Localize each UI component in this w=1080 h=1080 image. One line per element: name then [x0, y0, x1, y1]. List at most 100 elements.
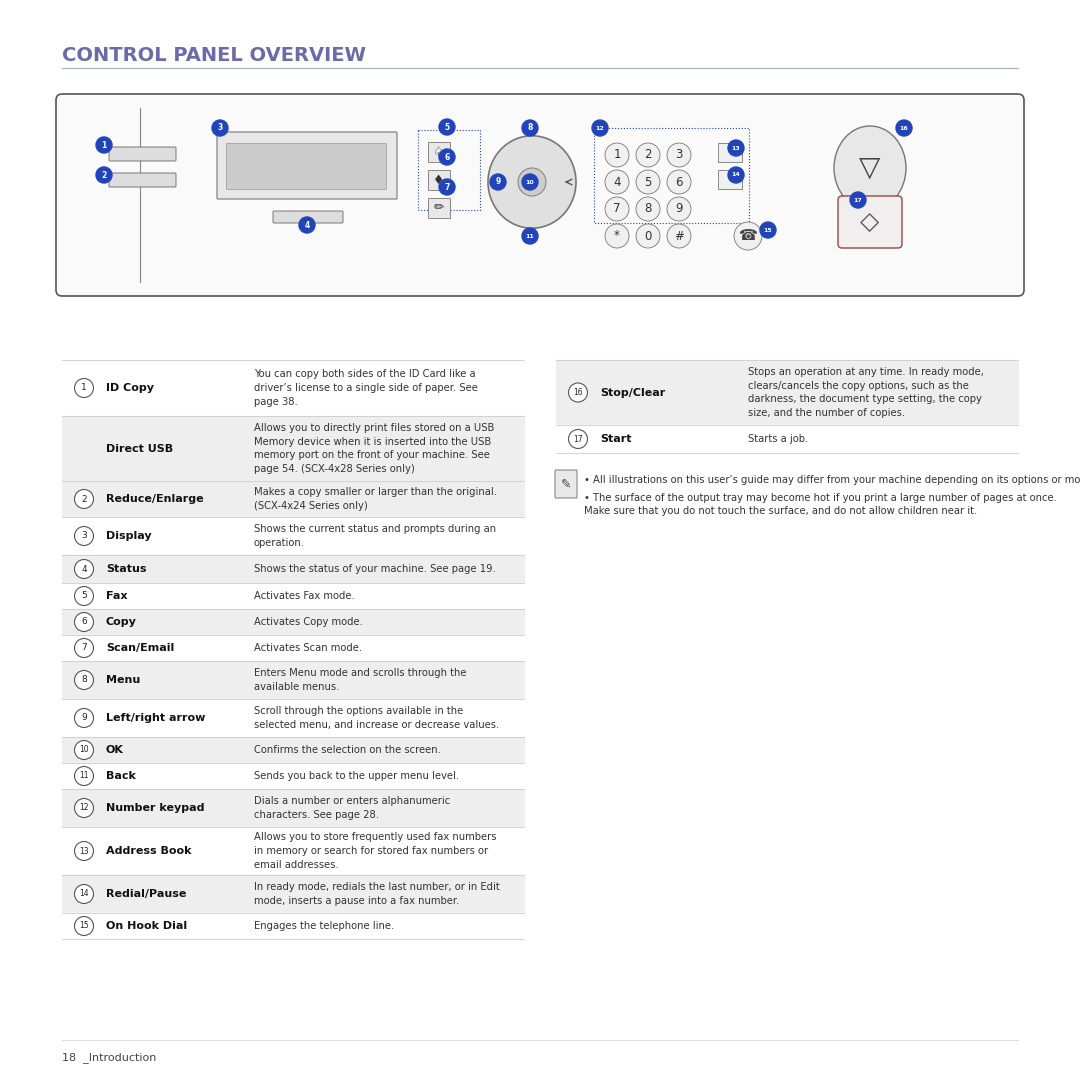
Text: 5: 5 — [81, 592, 86, 600]
Text: 7: 7 — [444, 183, 449, 191]
Circle shape — [438, 119, 455, 135]
Circle shape — [518, 168, 546, 195]
Circle shape — [636, 224, 660, 248]
Circle shape — [75, 767, 94, 785]
Bar — [428, 198, 450, 218]
Bar — [62, 737, 524, 762]
Circle shape — [636, 143, 660, 167]
Bar — [62, 789, 524, 827]
Text: Confirms the selection on the screen.: Confirms the selection on the screen. — [254, 745, 441, 755]
Circle shape — [734, 222, 762, 249]
Bar — [62, 635, 524, 661]
Text: In ready mode, redials the last number, or in Edit
mode, inserts a pause into a : In ready mode, redials the last number, … — [254, 882, 500, 906]
Text: 3: 3 — [217, 123, 222, 133]
Circle shape — [592, 120, 608, 136]
Text: 2: 2 — [81, 495, 86, 503]
Circle shape — [522, 120, 538, 136]
Bar — [718, 143, 742, 162]
Circle shape — [605, 170, 629, 194]
Text: Reduce/Enlarge: Reduce/Enlarge — [106, 494, 204, 504]
Text: OK: OK — [106, 745, 124, 755]
Circle shape — [75, 559, 94, 579]
Text: 9: 9 — [675, 203, 683, 216]
Circle shape — [568, 430, 588, 448]
FancyBboxPatch shape — [109, 173, 176, 187]
Text: 2: 2 — [645, 148, 651, 162]
Text: On Hook Dial: On Hook Dial — [106, 921, 187, 931]
Circle shape — [212, 120, 228, 136]
Circle shape — [667, 224, 691, 248]
Text: 16: 16 — [573, 388, 583, 397]
Text: Scan/Email: Scan/Email — [106, 643, 174, 653]
Text: Redial/Pause: Redial/Pause — [106, 889, 187, 899]
Text: 3: 3 — [81, 531, 86, 540]
Bar — [62, 583, 524, 609]
Text: Makes a copy smaller or larger than the original.
(SCX-4x24 Series only): Makes a copy smaller or larger than the … — [254, 487, 497, 511]
Text: CONTROL PANEL OVERVIEW: CONTROL PANEL OVERVIEW — [62, 46, 366, 65]
Text: ♤: ♤ — [433, 146, 445, 159]
Text: Address Book: Address Book — [106, 846, 191, 856]
Bar — [62, 360, 524, 416]
Circle shape — [75, 586, 94, 606]
Text: 0: 0 — [645, 230, 651, 243]
Circle shape — [75, 741, 94, 759]
Text: #: # — [674, 230, 684, 243]
Bar — [226, 143, 386, 189]
Text: 15: 15 — [79, 921, 89, 931]
Text: ◇: ◇ — [861, 210, 879, 234]
Text: 17: 17 — [853, 198, 862, 203]
Bar — [594, 129, 750, 222]
Bar — [62, 661, 524, 699]
Text: You can copy both sides of the ID Card like a
driver’s license to a single side : You can copy both sides of the ID Card l… — [254, 369, 477, 406]
Text: 8: 8 — [645, 203, 651, 216]
Circle shape — [728, 140, 744, 156]
Text: 8: 8 — [527, 123, 532, 133]
FancyBboxPatch shape — [217, 132, 397, 199]
Text: Shows the status of your machine. See page 19.: Shows the status of your machine. See pa… — [254, 564, 496, 573]
Circle shape — [760, 222, 777, 238]
Text: 6: 6 — [444, 152, 449, 162]
Text: 7: 7 — [81, 644, 86, 652]
Text: 16: 16 — [900, 125, 908, 131]
Circle shape — [96, 137, 112, 153]
FancyBboxPatch shape — [555, 470, 577, 498]
Text: Enters Menu mode and scrolls through the
available menus.: Enters Menu mode and scrolls through the… — [254, 669, 467, 692]
Text: Sends you back to the upper menu level.: Sends you back to the upper menu level. — [254, 771, 459, 781]
Text: 7: 7 — [613, 203, 621, 216]
Text: ☎: ☎ — [739, 229, 757, 243]
Text: 14: 14 — [731, 173, 741, 177]
Ellipse shape — [488, 136, 576, 228]
Circle shape — [522, 228, 538, 244]
Text: Engages the telephone line.: Engages the telephone line. — [254, 921, 394, 931]
Text: 1: 1 — [102, 140, 107, 149]
Text: 4: 4 — [81, 565, 86, 573]
Circle shape — [75, 841, 94, 861]
Circle shape — [605, 197, 629, 221]
Circle shape — [490, 174, 507, 190]
Circle shape — [667, 197, 691, 221]
Bar — [62, 481, 524, 517]
Text: 6: 6 — [675, 175, 683, 189]
Text: Stop/Clear: Stop/Clear — [600, 388, 665, 397]
Circle shape — [667, 170, 691, 194]
Circle shape — [75, 526, 94, 545]
Circle shape — [636, 197, 660, 221]
Text: Start: Start — [600, 434, 632, 444]
Text: 9: 9 — [81, 714, 86, 723]
Text: ▽: ▽ — [860, 154, 880, 183]
Text: Starts a job.: Starts a job. — [748, 434, 808, 444]
Text: Activates Fax mode.: Activates Fax mode. — [254, 591, 354, 600]
Text: 18  _Introduction: 18 _Introduction — [62, 1052, 157, 1063]
Text: ♦: ♦ — [433, 174, 445, 187]
Circle shape — [75, 638, 94, 658]
Text: 1: 1 — [81, 383, 86, 392]
Text: Allows you to directly print files stored on a USB
Memory device when it is inse: Allows you to directly print files store… — [254, 423, 495, 474]
Text: • All illustrations on this user’s guide may differ from your machine depending : • All illustrations on this user’s guide… — [584, 475, 1080, 485]
Circle shape — [96, 167, 112, 183]
Bar — [62, 762, 524, 789]
Text: 11: 11 — [79, 771, 89, 781]
Text: • The surface of the output tray may become hot if you print a large number of p: • The surface of the output tray may bec… — [584, 492, 1057, 516]
Circle shape — [75, 708, 94, 728]
Bar — [62, 555, 524, 583]
Text: 5: 5 — [445, 122, 449, 132]
